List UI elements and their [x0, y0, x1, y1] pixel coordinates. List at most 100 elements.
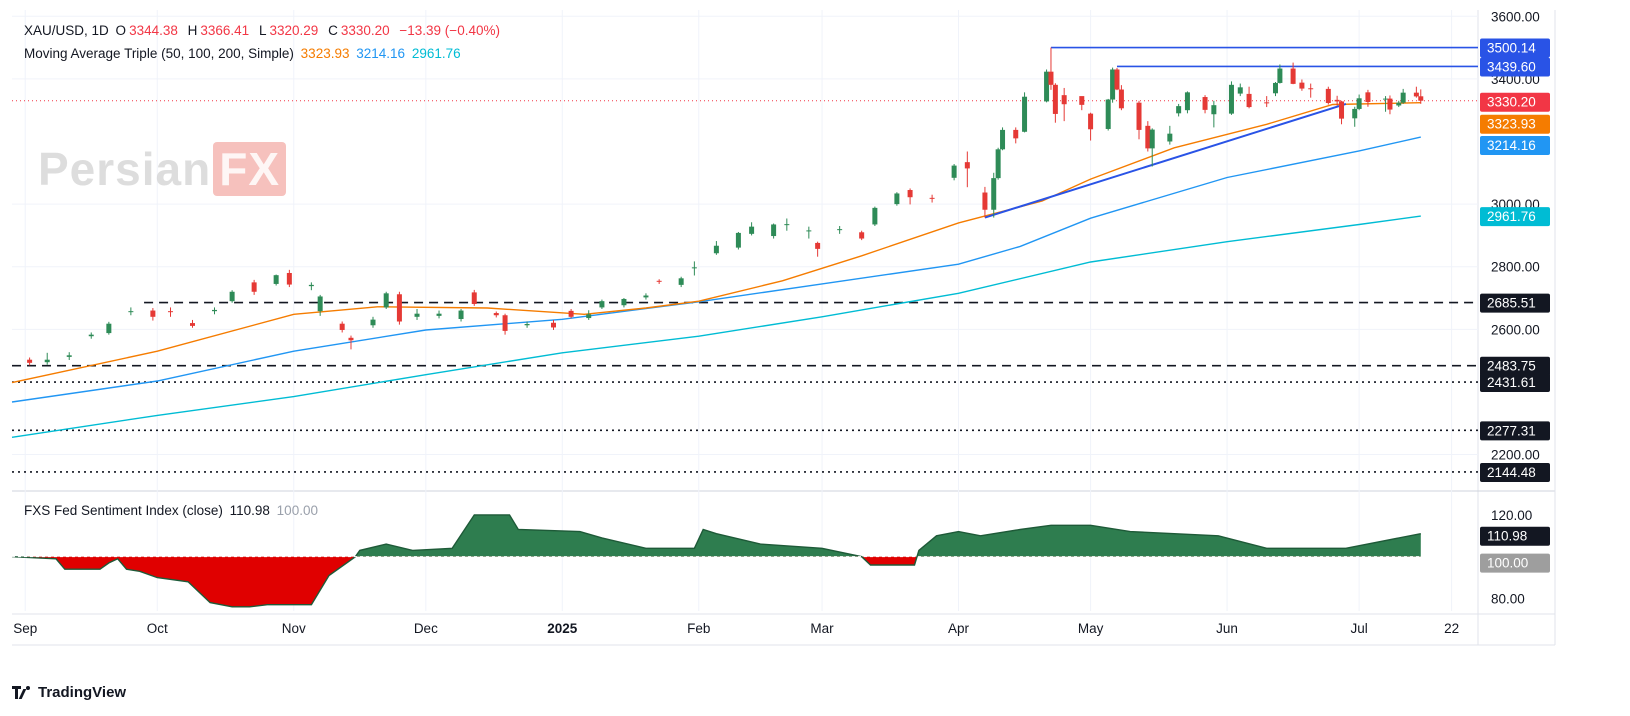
- candle-body: [749, 226, 755, 234]
- candle-body: [1000, 129, 1006, 150]
- candle-body: [784, 224, 790, 226]
- candle-body: [128, 311, 134, 313]
- candle-body: [907, 190, 913, 198]
- time-tick-label: Sep: [13, 621, 37, 636]
- high-value: 3366.41: [200, 23, 250, 38]
- price-tick-label: 2800.00: [1491, 260, 1540, 275]
- indicator-value: 110.98: [229, 503, 270, 518]
- candle-body: [1264, 102, 1270, 104]
- tradingview-icon: [12, 685, 34, 700]
- open-value: 3344.38: [129, 23, 178, 38]
- candle-body: [991, 178, 997, 210]
- candle-body: [1088, 113, 1094, 130]
- candle-body: [982, 192, 988, 210]
- level-badge-bg: [1480, 356, 1550, 376]
- low-value: 3320.29: [269, 23, 319, 38]
- candle-body: [1334, 99, 1340, 102]
- candle-body: [1118, 89, 1124, 109]
- candle-body: [1365, 92, 1371, 103]
- support-trendline: [984, 102, 1347, 219]
- candle-body: [1325, 88, 1331, 103]
- candle-body: [929, 197, 935, 199]
- candle-body: [1176, 106, 1182, 114]
- candle-body: [1356, 98, 1362, 109]
- price-tick-label: 2200.00: [1491, 448, 1540, 463]
- low-label: L 3320.29: [258, 23, 319, 38]
- ma200-badge: 2961.76: [1487, 209, 1536, 224]
- time-tick-label: 2025: [547, 621, 578, 636]
- candle-body: [894, 193, 900, 205]
- candle-body: [1061, 95, 1067, 105]
- candle-body: [251, 282, 257, 292]
- candle-body: [1079, 96, 1085, 105]
- candle-body: [66, 355, 72, 357]
- candle-body: [1052, 84, 1058, 114]
- candle-body: [550, 322, 556, 328]
- candle-body: [995, 149, 1001, 179]
- candle-body: [951, 165, 957, 178]
- candle-body: [458, 310, 464, 320]
- candle-body: [524, 324, 530, 326]
- time-tick-label: Jul: [1351, 621, 1368, 636]
- ma100-value: 3214.16: [356, 46, 406, 61]
- candle-body: [1383, 98, 1389, 100]
- indicator-legend: FXS Fed Sentiment Index (close) 110.98 1…: [24, 503, 321, 518]
- time-tick-label: May: [1078, 621, 1104, 636]
- candle-body: [44, 359, 50, 363]
- candle-body: [1167, 133, 1173, 142]
- candle-body: [1149, 129, 1155, 149]
- time-tick-label: Nov: [282, 621, 306, 636]
- level-badge-label: 2483.75: [1487, 359, 1536, 374]
- candle-body: [1145, 125, 1151, 149]
- close-value: 3330.20: [340, 23, 390, 38]
- candle-body: [1290, 68, 1296, 84]
- candle-body: [383, 293, 389, 308]
- candle-body: [1105, 99, 1111, 129]
- candle-body: [212, 309, 218, 312]
- candle-body: [1400, 92, 1406, 103]
- price-tick-label: 2600.00: [1491, 322, 1540, 337]
- candle-body: [502, 315, 508, 331]
- indicator-baseline-value: 100.00: [276, 503, 318, 518]
- candle-body: [1272, 82, 1278, 94]
- candle-body: [1022, 96, 1028, 132]
- level-badge-bg: [1480, 421, 1550, 441]
- time-tick-label: Feb: [687, 621, 710, 636]
- level-badge-label: 2277.31: [1487, 423, 1536, 438]
- time-tick-label: Oct: [147, 621, 168, 636]
- candle-body: [872, 207, 878, 225]
- candle-body: [1237, 87, 1243, 94]
- sentiment-area-below: [12, 556, 1421, 607]
- ma50-badge: 3323.93: [1487, 117, 1536, 132]
- time-tick-label: 22: [1444, 621, 1459, 636]
- candle-body: [167, 311, 173, 313]
- candle-body: [1277, 68, 1283, 83]
- candle-body: [273, 275, 279, 284]
- candle-body: [471, 292, 477, 304]
- candle-body: [964, 162, 970, 169]
- indicator-tick-label: 120.00: [1491, 508, 1532, 523]
- indicator-tick-label: 80.00: [1491, 591, 1525, 606]
- tradingview-logo[interactable]: TradingView: [12, 684, 126, 701]
- candle-body: [229, 291, 235, 302]
- ma-legend-label[interactable]: Moving Average Triple (50, 100, 200, Sim…: [24, 46, 294, 61]
- candle-body: [493, 313, 499, 316]
- symbol-label[interactable]: XAU/USD, 1D: [24, 23, 109, 38]
- open-label: O 3344.38: [115, 23, 178, 38]
- candle-body: [348, 337, 354, 341]
- candle-body: [27, 359, 33, 363]
- sentiment-area-above: [355, 514, 1421, 557]
- time-tick-label: Mar: [810, 621, 834, 636]
- indicator-value-badge-bg: [1480, 526, 1550, 546]
- candle-body: [678, 278, 684, 285]
- candle-body: [370, 319, 376, 326]
- level-badge-label: 2144.48: [1487, 465, 1536, 480]
- candle-body: [771, 224, 777, 237]
- candle-body: [691, 267, 697, 269]
- change-value: −13.39 (−0.40%): [399, 23, 500, 38]
- indicator-label[interactable]: FXS Fed Sentiment Index (close): [24, 503, 223, 518]
- candle-body: [396, 294, 402, 322]
- last-price-badge-bg: [1480, 92, 1550, 112]
- candle-body: [1339, 101, 1345, 119]
- candle-body: [1202, 97, 1208, 110]
